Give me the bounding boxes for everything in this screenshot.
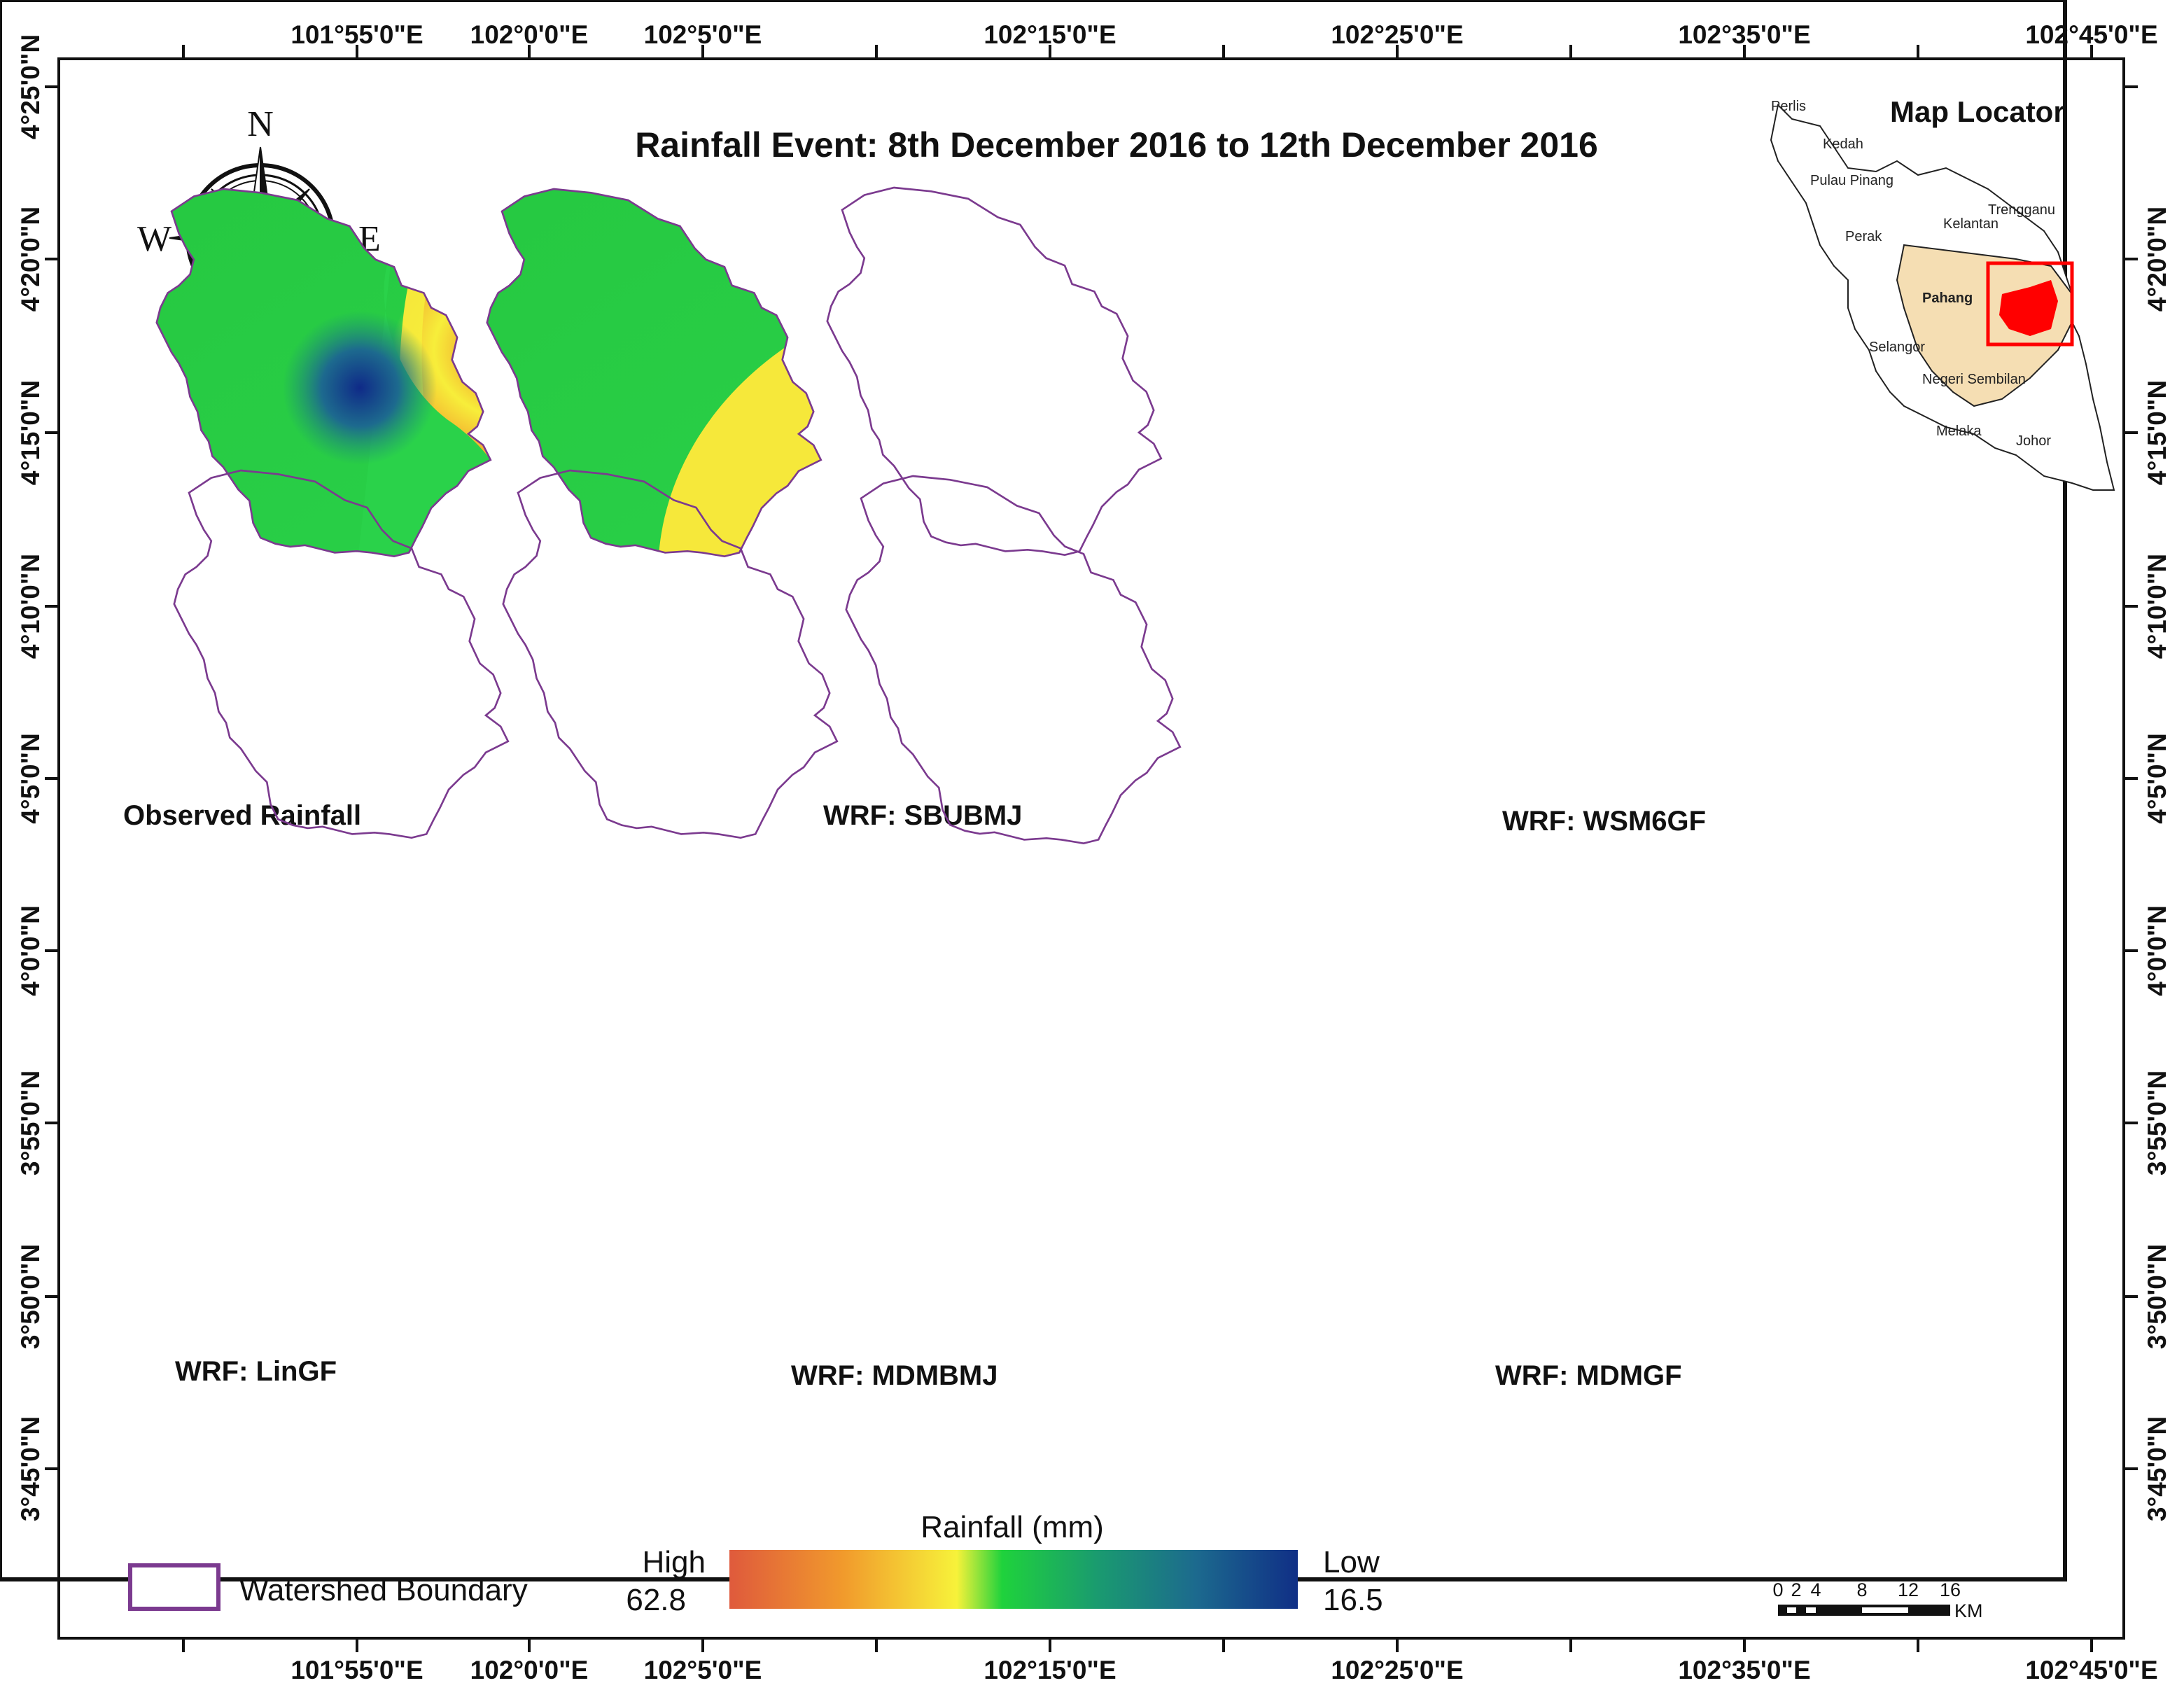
lon-label: 102°35'0"E xyxy=(1678,20,1810,49)
tick-marks xyxy=(45,45,2138,1652)
lon-label: 102°5'0"E xyxy=(644,20,762,49)
panel-label: WRF: SBUBMJ xyxy=(823,800,1022,831)
lon-label: 102°5'0"E xyxy=(644,1656,762,1684)
high-label: High xyxy=(643,1545,706,1579)
scale-unit: KM xyxy=(1954,1600,1983,1621)
lon-label: 102°25'0"E xyxy=(1331,1656,1463,1684)
compass-w: W xyxy=(137,219,172,259)
high-value: 62.8 xyxy=(626,1583,686,1617)
lat-label: 4°5'0"N xyxy=(16,733,45,824)
state-label: Kedah xyxy=(1823,137,1863,152)
panel-label: WRF: MDMGF xyxy=(1495,1360,1682,1391)
boundary-swatch xyxy=(128,1563,220,1611)
lat-label: 4°0'0"N xyxy=(16,905,45,996)
low-value: 16.5 xyxy=(1323,1583,1383,1617)
panel-label: Observed Rainfall xyxy=(123,800,361,831)
lat-label: 4°20'0"N xyxy=(2143,207,2171,312)
latitude-labels-left: 4°25'0"N 4°20'0"N 4°15'0"N 4°10'0"N 4°5'… xyxy=(16,34,45,1521)
lat-label: 4°5'0"N xyxy=(2143,733,2171,824)
lon-label: 102°25'0"E xyxy=(1331,20,1463,49)
lat-label: 4°15'0"N xyxy=(16,380,45,485)
lon-label: 102°35'0"E xyxy=(1678,1656,1810,1684)
panel-wrf-lingf: WRF: LinGF xyxy=(173,469,510,1387)
legend-colorbar: Rainfall (mm) High 62.8 Low 16.5 xyxy=(626,1510,1382,1617)
lat-label: 4°20'0"N xyxy=(16,207,45,312)
panel-label: WRF: LinGF xyxy=(175,1356,337,1387)
lat-label: 4°0'0"N xyxy=(2143,905,2171,996)
map-title: Rainfall Event: 8th December 2016 to 12t… xyxy=(635,125,1598,165)
state-label: Selangor xyxy=(1869,340,1925,355)
scale-tick: 2 xyxy=(1791,1579,1801,1600)
panel-wrf-sbubmj: WRF: SBUBMJ xyxy=(486,188,1022,831)
lat-label: 4°15'0"N xyxy=(2143,380,2171,485)
panel-wrf-wsm6gf: WRF: WSM6GF xyxy=(826,186,1706,837)
lat-label: 3°45'0"N xyxy=(16,1416,45,1521)
lat-label: 4°10'0"N xyxy=(2143,554,2171,659)
lat-label: 3°45'0"N xyxy=(2143,1416,2171,1521)
state-label: Pahang xyxy=(1922,291,1973,306)
colorbar xyxy=(729,1550,1298,1609)
lat-label: 4°10'0"N xyxy=(16,554,45,659)
scale-tick: 8 xyxy=(1856,1579,1867,1600)
colorbar-title: Rainfall (mm) xyxy=(920,1510,1104,1544)
state-label: Melaka xyxy=(1936,424,1982,439)
study-area-box xyxy=(1986,261,2074,347)
lon-label: 102°0'0"E xyxy=(470,20,589,49)
lon-label: 102°45'0"E xyxy=(2025,1656,2157,1684)
state-label: Perlis xyxy=(1771,99,1806,114)
lat-label: 3°55'0"N xyxy=(2143,1070,2171,1175)
lon-label: 101°55'0"E xyxy=(290,20,423,49)
state-label: Negeri Sembilan xyxy=(1922,372,2026,387)
locator-title: Map Locator xyxy=(1890,95,2065,128)
low-label: Low xyxy=(1323,1545,1380,1579)
longitude-labels-bottom: 101°55'0"E 102°0'0"E 102°5'0"E 102°15'0"… xyxy=(290,1656,2157,1684)
state-label: Trengganu xyxy=(1988,202,2055,218)
compass-n: N xyxy=(247,104,274,144)
state-label: Pulau Pinang xyxy=(1810,173,1893,188)
state-label: Perak xyxy=(1845,229,1882,244)
map-locator: Map Locator Perlis Kedah Pulau Pinang Pe… xyxy=(1770,95,2115,491)
panel-label: WRF: MDMBMJ xyxy=(791,1360,998,1391)
panel-wrf-mdmgf: WRF: MDMGF xyxy=(845,475,1682,1391)
lon-label: 101°55'0"E xyxy=(290,1656,423,1684)
lat-label: 3°50'0"N xyxy=(16,1244,45,1349)
state-label: Kelantan xyxy=(1943,216,1998,232)
state-label: Johor xyxy=(2016,433,2051,449)
lon-label: 102°15'0"E xyxy=(983,20,1116,49)
locator-state-labels: Perlis Kedah Pulau Pinang Perak Kelantan… xyxy=(1771,99,2055,449)
scale-bar: 0 2 4 8 12 16 KM xyxy=(1772,1579,1982,1621)
scale-tick: 0 xyxy=(1772,1579,1783,1600)
lon-label: 102°15'0"E xyxy=(983,1656,1116,1684)
legend-watershed: Watershed Boundary xyxy=(128,1563,528,1611)
study-area-highlight xyxy=(1999,280,2058,336)
lon-label: 102°0'0"E xyxy=(470,1656,589,1684)
longitude-labels-top: 101°55'0"E 102°0'0"E 102°5'0"E 102°15'0"… xyxy=(290,20,2157,49)
boundary-label: Watershed Boundary xyxy=(239,1573,528,1607)
scale-tick: 16 xyxy=(1940,1579,1961,1600)
lon-label: 102°45'0"E xyxy=(2025,20,2157,49)
scale-tick: 12 xyxy=(1898,1579,1919,1600)
lat-label: 4°25'0"N xyxy=(16,34,45,139)
scale-tick: 4 xyxy=(1810,1579,1821,1600)
panel-wrf-mdmbmj: WRF: MDMBMJ xyxy=(502,469,998,1391)
frame-outline xyxy=(57,57,2125,1640)
latitude-labels-right: 4°20'0"N 4°15'0"N 4°10'0"N 4°5'0"N 4°0'0… xyxy=(2143,207,2171,1521)
lat-label: 3°50'0"N xyxy=(2143,1244,2171,1349)
lat-label: 3°55'0"N xyxy=(16,1070,45,1175)
panel-label: WRF: WSM6GF xyxy=(1502,806,1706,837)
